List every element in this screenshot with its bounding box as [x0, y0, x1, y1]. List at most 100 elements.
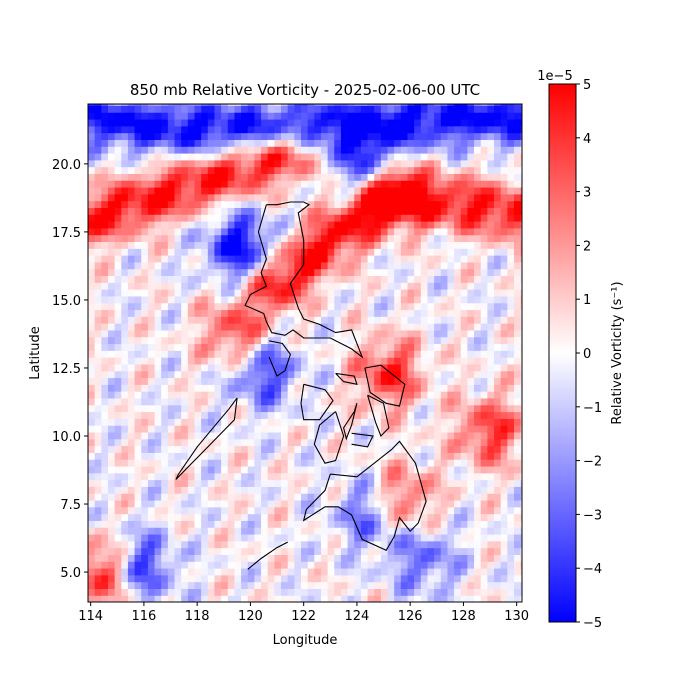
vorticity-cell	[234, 241, 242, 249]
vorticity-cell	[367, 581, 375, 589]
vorticity-cell	[154, 547, 162, 555]
vorticity-cell	[201, 527, 209, 535]
vorticity-cell	[414, 302, 422, 311]
vorticity-cell	[207, 425, 216, 433]
vorticity-cell	[241, 561, 249, 569]
vorticity-cell	[281, 248, 289, 256]
vorticity-cell	[320, 540, 329, 549]
vorticity-cell	[261, 336, 269, 345]
vorticity-cell	[294, 438, 302, 447]
vorticity-cell	[434, 391, 442, 399]
vorticity-cell	[467, 431, 475, 440]
vorticity-cell	[454, 561, 462, 569]
vorticity-cell	[207, 166, 216, 174]
vorticity-cell	[234, 370, 242, 379]
vorticity-cell	[121, 118, 129, 127]
vorticity-cell	[380, 452, 389, 460]
vorticity-cell	[487, 118, 495, 127]
vorticity-cell	[314, 418, 322, 426]
vorticity-cell	[114, 547, 122, 555]
vorticity-cell	[187, 248, 196, 256]
vorticity-cell	[147, 391, 156, 399]
vorticity-cell	[147, 282, 156, 290]
vorticity-cell	[354, 173, 362, 181]
vorticity-cell	[187, 581, 196, 589]
vorticity-cell	[194, 554, 202, 562]
vorticity-cell	[121, 431, 129, 440]
vorticity-cell	[480, 499, 488, 508]
vorticity-cell	[327, 499, 335, 508]
vorticity-cell	[167, 425, 176, 433]
vorticity-cell	[400, 431, 409, 440]
vorticity-cell	[400, 479, 409, 487]
vorticity-cell	[374, 527, 382, 535]
vorticity-cell	[440, 336, 449, 345]
vorticity-cell	[141, 227, 149, 236]
vorticity-cell	[114, 207, 122, 215]
vorticity-cell	[167, 513, 176, 521]
vorticity-cell	[281, 261, 289, 270]
vorticity-cell	[387, 581, 395, 589]
vorticity-cell	[494, 207, 502, 215]
vorticity-cell	[247, 425, 256, 433]
vorticity-cell	[520, 499, 522, 508]
vorticity-cell	[187, 336, 196, 345]
vorticity-cell	[94, 104, 102, 106]
vorticity-cell	[187, 588, 196, 596]
vorticity-cell	[440, 486, 449, 494]
vorticity-cell	[94, 533, 102, 542]
vorticity-cell	[454, 486, 462, 494]
vorticity-cell	[241, 207, 249, 215]
vorticity-cell	[514, 309, 522, 317]
vorticity-cell	[447, 214, 455, 222]
vorticity-cell	[281, 397, 289, 406]
vorticity-cell	[261, 397, 269, 406]
y-tick-label: 7.5	[60, 498, 81, 513]
vorticity-cell	[227, 159, 236, 168]
vorticity-cell	[267, 132, 275, 140]
vorticity-cell	[88, 214, 96, 222]
vorticity-cell	[281, 513, 289, 521]
vorticity-cell	[267, 574, 275, 583]
vorticity-cell	[340, 357, 349, 365]
vorticity-cell	[261, 329, 269, 338]
vorticity-cell	[154, 513, 162, 521]
vorticity-cell	[167, 459, 176, 467]
vorticity-cell	[394, 105, 402, 113]
vorticity-cell	[161, 445, 169, 453]
vorticity-cell	[287, 112, 295, 120]
vorticity-cell	[181, 193, 189, 202]
vorticity-cell	[347, 316, 355, 324]
vorticity-cell	[454, 404, 462, 413]
vorticity-cell	[161, 452, 169, 460]
vorticity-cell	[88, 221, 96, 229]
vorticity-cell	[420, 329, 429, 338]
vorticity-cell	[174, 282, 182, 290]
vorticity-cell	[480, 241, 488, 249]
vorticity-cell	[88, 146, 96, 154]
vorticity-cell	[354, 336, 362, 345]
vorticity-cell	[420, 309, 429, 317]
vorticity-cell	[354, 200, 362, 209]
vorticity-cell	[234, 472, 242, 481]
vorticity-cell	[387, 499, 395, 508]
vorticity-cell	[334, 391, 342, 399]
vorticity-cell	[281, 581, 289, 589]
vorticity-cell	[494, 289, 502, 297]
vorticity-cell	[154, 350, 162, 358]
vorticity-cell	[374, 479, 382, 487]
vorticity-cell	[214, 540, 222, 549]
vorticity-cell	[367, 459, 375, 467]
vorticity-cell	[254, 404, 262, 413]
vorticity-cell	[427, 118, 435, 127]
vorticity-cell	[101, 377, 109, 385]
vorticity-cell	[507, 567, 515, 576]
vorticity-cell	[127, 105, 136, 113]
vorticity-cell	[400, 438, 409, 447]
vorticity-cell	[241, 132, 249, 140]
vorticity-cell	[500, 547, 508, 555]
vorticity-cell	[254, 159, 262, 168]
vorticity-cell	[94, 425, 102, 433]
vorticity-cell	[407, 166, 415, 174]
vorticity-cell	[440, 363, 449, 372]
